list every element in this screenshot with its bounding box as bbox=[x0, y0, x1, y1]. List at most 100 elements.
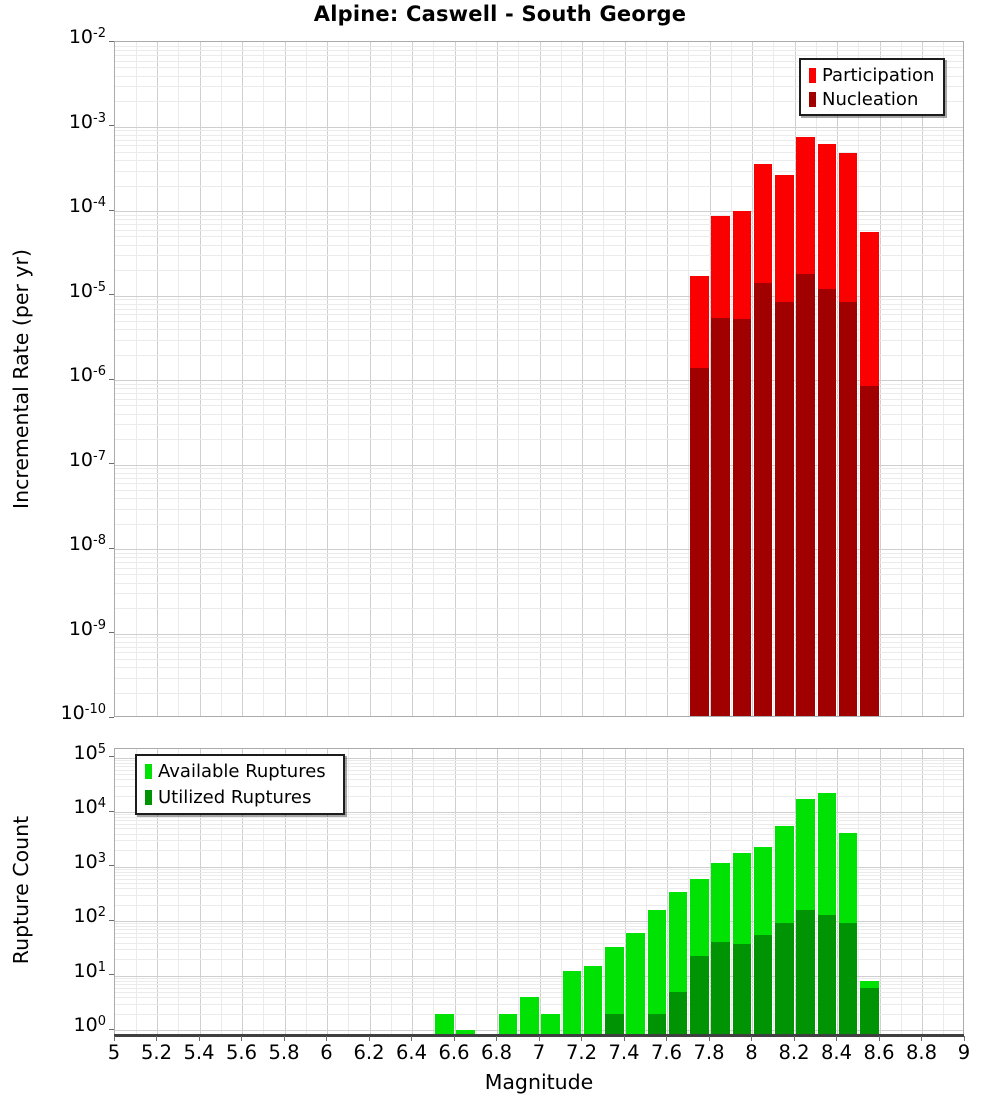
legend-entry-utilized-ruptures: Utilized Ruptures bbox=[145, 787, 335, 808]
utilized-ruptures-label: Utilized Ruptures bbox=[158, 786, 312, 808]
nucleation-bar bbox=[732, 319, 752, 716]
x-tick-mark bbox=[496, 1036, 497, 1041]
x-tick-mark bbox=[666, 1036, 667, 1041]
x-tick-mark bbox=[623, 1036, 625, 1041]
v-gridline-minor bbox=[475, 42, 477, 716]
v-gridline-minor bbox=[390, 42, 392, 716]
x-tick-label: 6.4 bbox=[395, 1041, 427, 1064]
x-tick-mark bbox=[921, 1036, 922, 1041]
utilized-ruptures-bar bbox=[775, 923, 794, 1035]
x-tick-label: 8.4 bbox=[820, 1041, 852, 1064]
y-tick-mark bbox=[109, 1028, 114, 1030]
nucleation-bar bbox=[860, 385, 879, 716]
v-gridline-minor bbox=[433, 42, 435, 716]
x-tick-label: 7.4 bbox=[608, 1041, 640, 1064]
v-gridline-minor bbox=[135, 42, 137, 716]
page-title: Alpine: Caswell - South George bbox=[313, 2, 687, 26]
x-tick-label: 6.8 bbox=[480, 1041, 512, 1064]
h-gridline-minor bbox=[115, 45, 963, 47]
x-tick-mark bbox=[878, 1036, 880, 1041]
v-gridline-major bbox=[539, 749, 541, 1035]
utilized-ruptures-bar bbox=[647, 1013, 667, 1035]
x-tick-mark bbox=[793, 1036, 795, 1041]
bottom-chart-legend: Available Ruptures Utilized Ruptures bbox=[135, 754, 345, 815]
y-tick-label: 10-9 bbox=[68, 617, 106, 640]
participation-swatch-icon bbox=[809, 67, 816, 83]
x-tick-mark bbox=[326, 1036, 327, 1041]
v-gridline-major bbox=[497, 749, 498, 1035]
x-tick-label: 6 bbox=[320, 1041, 333, 1064]
available-ruptures-bar bbox=[520, 997, 539, 1035]
v-gridline-minor bbox=[900, 749, 902, 1035]
x-tick-mark bbox=[708, 1036, 710, 1041]
v-gridline-major bbox=[369, 42, 371, 716]
x-tick-mark bbox=[156, 1036, 157, 1041]
available-ruptures-bar bbox=[435, 1013, 454, 1035]
nucleation-swatch-icon bbox=[809, 91, 816, 107]
utilized-ruptures-bar bbox=[838, 923, 858, 1035]
y-tick-mark bbox=[109, 125, 114, 126]
x-tick-mark bbox=[963, 1036, 965, 1041]
y-tick-mark bbox=[109, 632, 114, 633]
v-gridline-major bbox=[922, 749, 923, 1035]
y-tick-mark bbox=[109, 919, 114, 921]
nucleation-label: Nucleation bbox=[822, 88, 919, 110]
v-gridline-major bbox=[412, 749, 413, 1035]
v-gridline-major bbox=[624, 42, 626, 716]
magnitude-axis-line bbox=[114, 1034, 964, 1037]
x-tick-label: 5.2 bbox=[140, 1041, 172, 1064]
x-tick-label: 5.4 bbox=[183, 1041, 215, 1064]
legend-entry-available-ruptures: Available Ruptures bbox=[145, 761, 335, 782]
x-tick-label: 5 bbox=[107, 1041, 121, 1064]
y-tick-label: 103 bbox=[73, 850, 106, 873]
v-gridline-major bbox=[879, 749, 881, 1035]
y-tick-mark bbox=[109, 209, 114, 211]
y-tick-label: 10-5 bbox=[68, 279, 106, 302]
v-gridline-major bbox=[284, 42, 286, 716]
utilized-ruptures-bar bbox=[817, 914, 837, 1035]
v-gridline-major bbox=[879, 42, 881, 716]
nucleation-bar bbox=[838, 302, 858, 716]
v-gridline-major bbox=[497, 42, 498, 716]
x-tick-mark bbox=[411, 1036, 412, 1041]
x-tick-label: 9 bbox=[957, 1041, 971, 1064]
utilized-ruptures-bar bbox=[732, 943, 752, 1035]
v-gridline-minor bbox=[390, 749, 392, 1035]
v-gridline-minor bbox=[560, 42, 562, 716]
available-ruptures-bar bbox=[498, 1013, 518, 1035]
h-gridline-minor bbox=[115, 50, 963, 52]
x-tick-mark bbox=[836, 1036, 837, 1041]
utilized-ruptures-bar bbox=[796, 909, 815, 1035]
y-tick-mark bbox=[109, 756, 114, 757]
available-ruptures-bar bbox=[456, 1030, 475, 1035]
v-gridline-minor bbox=[518, 749, 520, 1035]
x-tick-label: 7 bbox=[532, 1041, 546, 1064]
v-gridline-major bbox=[539, 42, 541, 716]
y-tick-mark bbox=[109, 865, 114, 866]
y-tick-label: 104 bbox=[73, 796, 106, 818]
v-gridline-minor bbox=[900, 42, 902, 716]
y-tick-label: 100 bbox=[73, 1014, 106, 1036]
participation-label: Participation bbox=[822, 64, 935, 86]
available-ruptures-label: Available Ruptures bbox=[158, 761, 326, 783]
incremental-rate-panel bbox=[114, 41, 964, 717]
x-tick-label: 5.6 bbox=[225, 1041, 257, 1064]
x-tick-mark bbox=[368, 1036, 370, 1041]
utilized-ruptures-bar bbox=[860, 987, 879, 1035]
x-tick-label: 6.6 bbox=[438, 1041, 470, 1064]
y-tick-mark bbox=[109, 716, 114, 718]
nucleation-bar bbox=[711, 318, 730, 716]
v-gridline-major bbox=[454, 42, 456, 716]
utilized-ruptures-bar bbox=[690, 955, 709, 1035]
v-gridline-minor bbox=[603, 42, 605, 716]
legend-entry-nucleation: Nucleation bbox=[809, 89, 935, 110]
h-gridline-major bbox=[115, 126, 963, 128]
y-tick-label: 10-7 bbox=[68, 448, 106, 471]
y-tick-label: 10-2 bbox=[68, 26, 106, 48]
y-tick-mark bbox=[109, 378, 114, 380]
y-tick-label: 105 bbox=[73, 741, 106, 764]
y-tick-label: 10-3 bbox=[68, 110, 106, 133]
v-gridline-major bbox=[369, 749, 371, 1035]
x-tick-mark bbox=[113, 1036, 115, 1041]
